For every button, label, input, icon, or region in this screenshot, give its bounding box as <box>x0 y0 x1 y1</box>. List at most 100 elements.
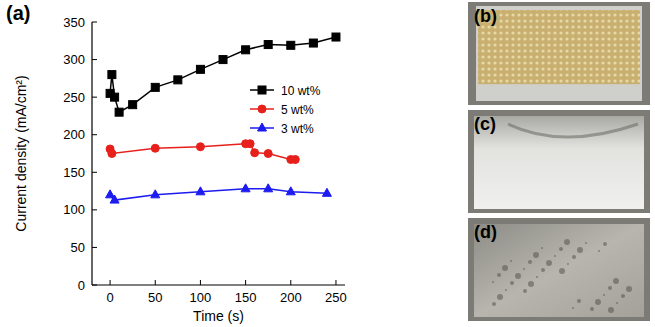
photo-spot <box>528 260 532 264</box>
photo-spot <box>510 281 514 285</box>
photo-spot <box>564 239 570 245</box>
y-tick <box>92 59 97 60</box>
data-point <box>264 184 273 192</box>
data-point <box>242 46 250 54</box>
y-tick <box>92 209 97 210</box>
data-point <box>110 195 119 203</box>
y-tick-label: 0 <box>78 278 85 293</box>
photo-spot <box>497 273 501 277</box>
x-axis-title: Time (s) <box>193 308 244 324</box>
data-point <box>264 41 272 49</box>
photo-spot <box>497 294 503 300</box>
legend: 10 wt%5 wt%3 wt% <box>250 84 321 136</box>
legend-label: 10 wt% <box>281 84 321 98</box>
photo-spot <box>567 263 569 265</box>
legend-marker <box>258 86 266 94</box>
photo-spot <box>510 260 512 262</box>
photo-label: (b) <box>474 6 497 26</box>
y-tick-label: 350 <box>63 15 85 30</box>
data-point <box>264 150 272 158</box>
photo-spot <box>613 278 619 284</box>
data-point <box>115 108 123 116</box>
x-tick <box>245 280 246 285</box>
photo-spot <box>559 268 565 274</box>
data-point <box>196 143 204 151</box>
x-tick <box>110 280 111 285</box>
photo-spot <box>492 281 494 283</box>
photo-spot <box>572 255 576 259</box>
data-point <box>108 71 116 79</box>
data-point <box>241 184 250 192</box>
photo-spot <box>608 307 614 313</box>
y-tick-label: 50 <box>71 240 85 255</box>
photo-spot <box>626 286 632 292</box>
data-point <box>246 140 254 148</box>
data-point <box>196 187 205 195</box>
figure: (a)050100150200250300350050100150200250T… <box>0 0 655 327</box>
data-point <box>151 144 159 152</box>
x-tick-label: 100 <box>190 290 212 305</box>
plot-area <box>106 33 340 203</box>
y-axis-title: Current density (mA/cm²) <box>13 75 29 231</box>
data-point <box>322 188 331 196</box>
y-tick <box>92 134 97 135</box>
photo-spot <box>546 260 552 266</box>
data-point <box>196 65 204 73</box>
y-tick <box>92 285 97 286</box>
photo-spot <box>603 294 605 296</box>
x-tick-label: 150 <box>235 290 257 305</box>
x-tick <box>290 280 291 285</box>
x-tick-label: 250 <box>325 290 347 305</box>
data-point <box>251 149 259 157</box>
data-point <box>151 83 159 91</box>
y-tick <box>92 22 97 23</box>
data-point <box>219 56 227 64</box>
photo-spot <box>536 276 538 278</box>
photo-spot <box>585 242 587 244</box>
x-tick <box>155 280 156 285</box>
data-point <box>129 101 137 109</box>
series-line <box>110 144 295 160</box>
photo-frame <box>468 2 650 105</box>
photo-spot <box>616 302 618 304</box>
y-tick <box>92 172 97 173</box>
series-line <box>110 37 336 112</box>
data-point <box>286 187 295 195</box>
photo-spot <box>523 289 527 293</box>
y-axis <box>91 22 92 285</box>
data-point <box>309 39 317 47</box>
legend-marker <box>258 105 266 113</box>
y-tick-label: 200 <box>63 127 85 142</box>
x-tick-label: 0 <box>106 290 113 305</box>
x-tick <box>200 280 201 285</box>
photo-spot <box>608 286 612 290</box>
photo-spot <box>559 247 563 251</box>
photo-spot <box>603 242 607 246</box>
data-point <box>287 41 295 49</box>
photo-spot <box>523 268 525 270</box>
y-tick-label: 100 <box>63 202 85 217</box>
photo-sheet <box>476 6 642 101</box>
y-tick-label: 250 <box>63 90 85 105</box>
y-tick-label: 300 <box>63 52 85 67</box>
photo-spot <box>554 255 556 257</box>
photo-frame <box>468 110 650 213</box>
photo-spot <box>598 250 600 252</box>
y-tick <box>92 97 97 98</box>
photo-spot <box>541 247 543 249</box>
photo-spot <box>590 307 594 311</box>
data-point <box>151 190 160 198</box>
photo-spot <box>533 252 539 258</box>
photo-spot <box>492 302 496 306</box>
legend-marker <box>258 123 267 131</box>
photo-sheet <box>474 224 644 317</box>
photo-label: (d) <box>474 222 497 242</box>
data-point <box>174 76 182 84</box>
x-axis <box>92 284 345 285</box>
y-tick <box>92 247 97 248</box>
legend-label: 3 wt% <box>281 122 314 136</box>
photo-spot <box>541 268 545 272</box>
data-point <box>332 33 340 41</box>
data-point <box>108 150 116 158</box>
y-tick-label: 150 <box>63 165 85 180</box>
